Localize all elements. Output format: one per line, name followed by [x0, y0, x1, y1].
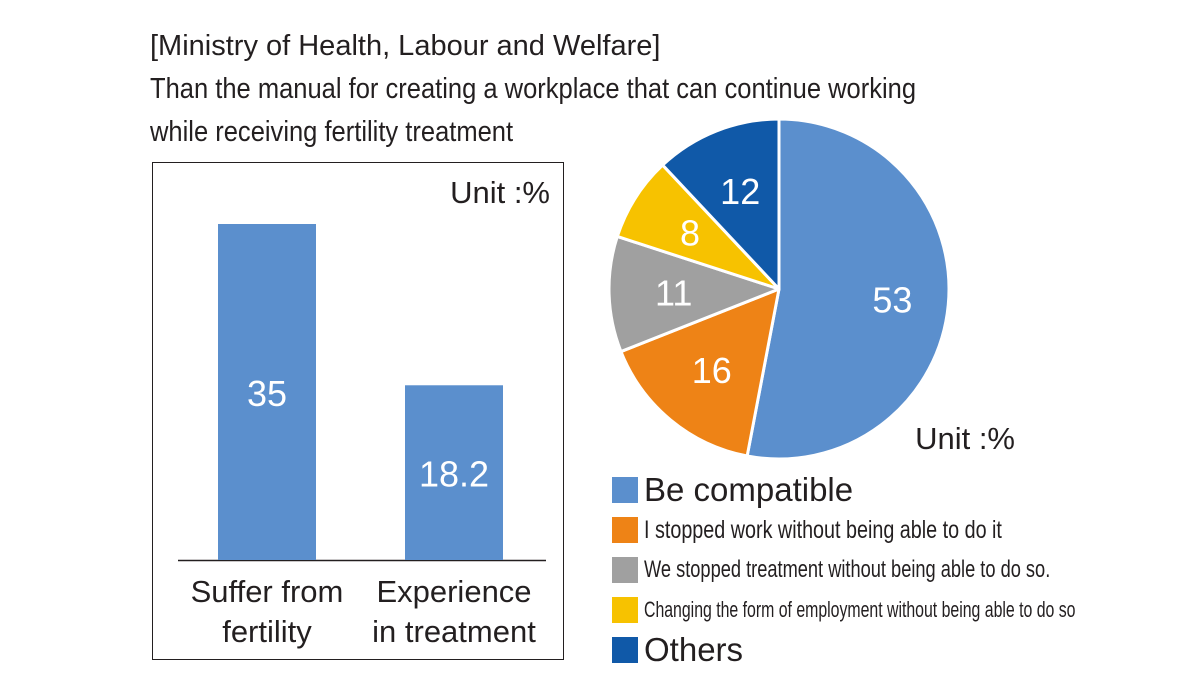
pie-unit-label: Unit :% [915, 421, 1015, 456]
pie-value-label-2: 16 [692, 350, 732, 391]
pie-slice-3 [607, 234, 781, 354]
subtitle-line-1: Than the manual for creating a workplace… [150, 73, 917, 105]
bar-category-label-1-line-1: Suffer from [191, 574, 344, 609]
source-title: [Ministry of Health, Labour and Welfare] [150, 30, 661, 62]
legend-swatch-4 [612, 597, 638, 623]
pie-slice-2 [619, 287, 781, 458]
bar-category-label-2-line-2: in treatment [372, 614, 536, 649]
legend-swatch-5 [612, 637, 638, 663]
legend-label-3: We stopped treatment without being able … [644, 556, 1051, 584]
bar-unit-label: Unit :% [450, 175, 550, 210]
pie-value-label-4: 8 [680, 213, 700, 254]
pie-value-label-1: 53 [872, 280, 912, 321]
legend-swatch-2 [612, 517, 638, 543]
legend-swatch-1 [612, 477, 638, 503]
legend-label-2: I stopped work without being able to do … [644, 515, 1002, 544]
legend-label-1: Be compatible [644, 470, 854, 508]
bar-category-label-2-line-1: Experience [376, 574, 531, 609]
legend-swatch-3 [612, 557, 638, 583]
bar-value-label-1: 35 [247, 373, 287, 414]
bar-value-label-2: 18.2 [419, 454, 489, 495]
bar-chart-frame [152, 162, 564, 660]
bar-category-label-1-line-2: fertility [222, 614, 312, 649]
legend-label-5: Others [644, 630, 744, 668]
legend-label-4: Changing the form of employment without … [644, 597, 1076, 623]
pie-value-label-5: 12 [720, 171, 760, 212]
bar-chart: Unit :% 35 Suffer from fertility 18.2 Experie… [178, 175, 550, 649]
pie-slice-1 [745, 117, 951, 461]
bar-2 [405, 385, 503, 560]
subtitle-line-2: while receiving fertility treatment [150, 116, 514, 148]
pie-slice-5 [661, 117, 781, 291]
bar-1 [218, 224, 316, 560]
pie-value-label-3: 11 [655, 272, 692, 313]
